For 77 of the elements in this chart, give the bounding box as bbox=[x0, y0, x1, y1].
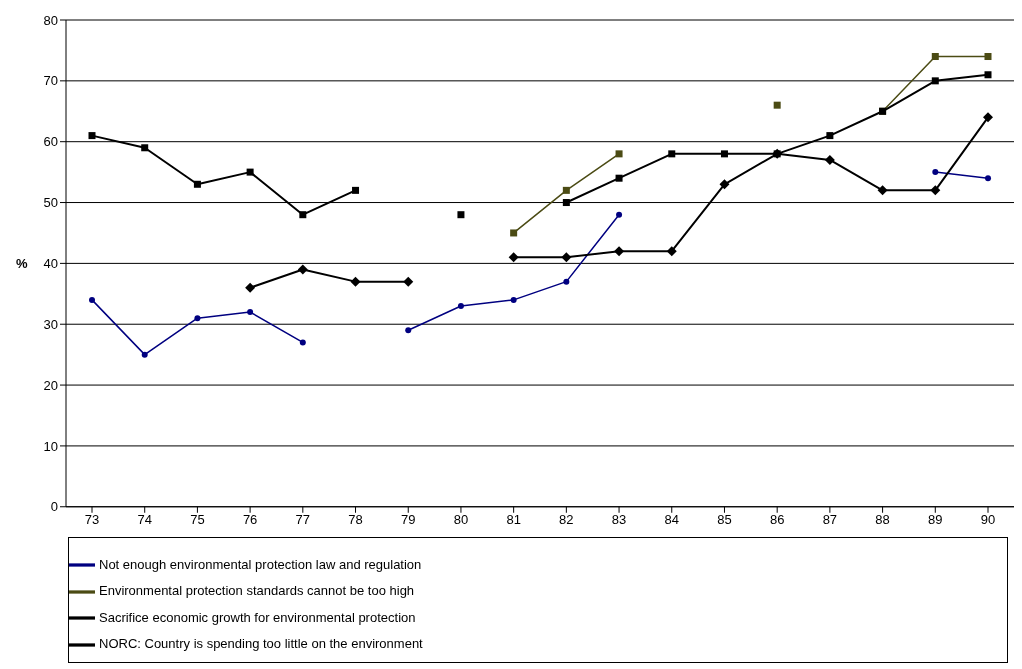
y-tick-label: 50 bbox=[43, 195, 58, 211]
point bbox=[193, 180, 201, 188]
point bbox=[403, 276, 414, 287]
point bbox=[614, 246, 625, 257]
point bbox=[245, 282, 256, 293]
point bbox=[932, 169, 939, 176]
point bbox=[510, 296, 517, 303]
point bbox=[141, 351, 148, 358]
point bbox=[350, 276, 361, 287]
y-tick-label: 20 bbox=[43, 377, 58, 393]
point bbox=[352, 186, 360, 194]
x-tick-label: 89 bbox=[928, 511, 943, 527]
point bbox=[508, 252, 519, 263]
legend-label: NORC: Country is spending too little on the environment bbox=[99, 636, 423, 652]
point bbox=[984, 71, 992, 79]
point bbox=[88, 132, 96, 140]
x-tick-label: 73 bbox=[84, 511, 100, 527]
point bbox=[141, 144, 149, 152]
point bbox=[562, 186, 570, 194]
point bbox=[877, 185, 888, 196]
point bbox=[720, 150, 728, 158]
legend-label: Environmental protection standards cannot be too high bbox=[99, 583, 415, 599]
x-tick-label: 85 bbox=[717, 511, 732, 527]
point bbox=[297, 264, 308, 275]
x-tick-label: 83 bbox=[611, 511, 627, 527]
y-axis-title: % bbox=[16, 255, 28, 271]
x-tick-label: 84 bbox=[664, 511, 679, 527]
point bbox=[931, 53, 939, 61]
point bbox=[247, 309, 254, 316]
point bbox=[194, 315, 201, 322]
y-tick-label: 0 bbox=[50, 499, 58, 515]
point bbox=[299, 211, 307, 219]
y-tick-label: 80 bbox=[43, 12, 58, 28]
point bbox=[666, 246, 677, 257]
legend-label: Not enough environmental protection law and regulation bbox=[99, 556, 422, 572]
point bbox=[668, 150, 676, 158]
x-tick-label: 88 bbox=[875, 511, 890, 527]
point bbox=[89, 296, 95, 303]
y-tick-label: 70 bbox=[43, 73, 58, 89]
point bbox=[984, 53, 992, 61]
point bbox=[826, 132, 834, 140]
point bbox=[773, 101, 781, 109]
point bbox=[719, 179, 730, 190]
x-tick-label: 86 bbox=[769, 511, 785, 527]
point bbox=[510, 229, 518, 237]
point bbox=[616, 211, 623, 218]
point bbox=[824, 154, 835, 165]
point bbox=[457, 302, 464, 309]
x-tick-label: 76 bbox=[242, 511, 258, 527]
y-tick-label: 40 bbox=[43, 255, 58, 271]
y-tick-label: 60 bbox=[43, 134, 58, 150]
point bbox=[562, 199, 570, 207]
point bbox=[246, 168, 254, 176]
point bbox=[615, 174, 623, 182]
point bbox=[930, 185, 941, 196]
x-tick-label: 79 bbox=[401, 511, 416, 527]
x-tick-label: 87 bbox=[822, 511, 838, 527]
point bbox=[931, 77, 939, 85]
x-tick-label: 82 bbox=[559, 511, 574, 527]
x-tick-label: 78 bbox=[348, 511, 363, 527]
x-tick-label: 77 bbox=[295, 511, 311, 527]
x-tick-label: 90 bbox=[980, 511, 996, 527]
point bbox=[985, 175, 991, 182]
point bbox=[983, 112, 993, 123]
point bbox=[405, 327, 412, 334]
point bbox=[563, 278, 570, 285]
x-tick-label: 81 bbox=[506, 511, 521, 527]
point bbox=[561, 252, 572, 263]
x-tick-label: 80 bbox=[453, 511, 469, 527]
x-tick-label: 75 bbox=[190, 511, 205, 527]
y-tick-label: 10 bbox=[43, 438, 58, 454]
y-tick-label: 30 bbox=[43, 316, 58, 332]
point bbox=[299, 339, 306, 346]
point bbox=[457, 211, 465, 219]
x-tick-label: 74 bbox=[137, 511, 152, 527]
point bbox=[615, 150, 623, 158]
legend-label: Sacrifice economic growth for environmental protection bbox=[99, 609, 416, 625]
